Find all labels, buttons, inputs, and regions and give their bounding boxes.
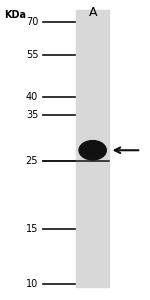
Ellipse shape [79, 141, 106, 160]
Text: 70: 70 [26, 17, 38, 27]
Text: 15: 15 [26, 224, 38, 234]
Text: 10: 10 [26, 279, 38, 289]
Text: 25: 25 [26, 156, 38, 166]
Bar [76, 10, 109, 287]
Text: KDa: KDa [4, 10, 26, 20]
Text: 40: 40 [26, 92, 38, 102]
Text: A: A [88, 6, 97, 19]
Text: 55: 55 [26, 50, 38, 60]
Text: 35: 35 [26, 110, 38, 120]
